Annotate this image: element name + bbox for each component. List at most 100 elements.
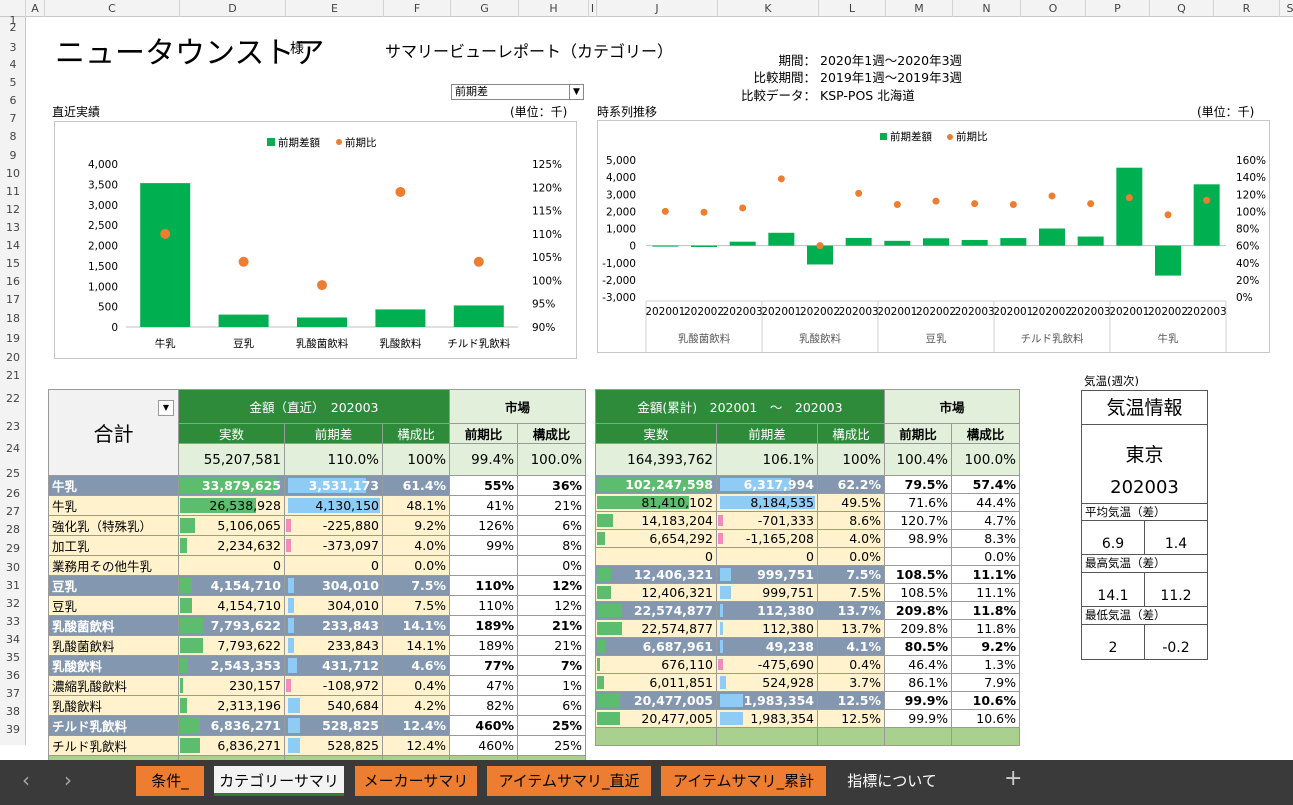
column-header-J[interactable]: J	[597, 0, 718, 17]
share-cell: 7.5%	[381, 575, 451, 596]
filter-dropdown-icon[interactable]: ▼	[158, 400, 174, 416]
actual-cell: 6,687,961	[595, 637, 717, 656]
comparison-dropdown[interactable]: 前期差 ▼	[451, 84, 584, 100]
row-header-10[interactable]: 10	[6, 167, 20, 180]
row-header-2[interactable]: 2	[9, 21, 17, 34]
row-header-13[interactable]: 13	[6, 221, 20, 234]
category-row: 22,574,877 112,380 13.7% 209.8% 11.8%	[595, 601, 1021, 620]
cell-value: 4.7%	[984, 513, 1017, 528]
tab-item-summary-recent[interactable]: アイテムサマリ_直近	[487, 766, 651, 796]
row-header-4[interactable]: 4	[9, 58, 17, 71]
time-series-chart[interactable]: 5,000 4,000 3,000 2,000 1,000 0 -1,000 -2,000 -3…	[597, 120, 1270, 353]
row-header-6[interactable]: 6	[9, 94, 17, 107]
row-header-39[interactable]: 39	[6, 723, 20, 736]
y-right-tick: 115%	[532, 206, 562, 218]
row-header-16[interactable]: 16	[6, 275, 20, 288]
row-header-31[interactable]: 31	[6, 579, 20, 592]
data-bar	[597, 586, 611, 599]
row-header-15[interactable]: 15	[6, 257, 20, 270]
data-bar	[180, 678, 183, 693]
row-header-28[interactable]: 28	[6, 523, 20, 536]
tab-next-icon[interactable]: ›	[64, 768, 72, 792]
row-header-38[interactable]: 38	[6, 705, 20, 718]
row-header-3[interactable]: 3	[9, 41, 17, 54]
column-header-M[interactable]: M	[886, 0, 953, 17]
row-header-1[interactable]: 1	[9, 14, 17, 27]
y-right-tick: 90%	[532, 322, 555, 334]
row-header-36[interactable]: 36	[6, 669, 20, 682]
column-header-L[interactable]: L	[819, 0, 886, 17]
row-header-30[interactable]: 30	[6, 561, 20, 574]
column-header-R[interactable]: R	[1214, 0, 1280, 17]
row-header-35[interactable]: 35	[6, 651, 20, 664]
column-header-S[interactable]: S	[1280, 0, 1293, 17]
column-header-I[interactable]: I	[589, 0, 597, 17]
cell-value: 540,684	[327, 698, 379, 713]
column-header-E[interactable]: E	[286, 0, 384, 17]
data-bar	[597, 604, 622, 617]
tab-prev-icon[interactable]: ‹	[22, 768, 30, 792]
column-header-K[interactable]: K	[718, 0, 819, 17]
cell-value: 12,406,321	[641, 585, 713, 600]
row-header-37[interactable]: 37	[6, 687, 20, 700]
cell-value: 77%	[484, 658, 515, 673]
tab-indicator-info[interactable]: 指標について	[847, 772, 937, 790]
share-cell: 9.2%	[381, 515, 451, 536]
row-header-21[interactable]: 21	[6, 369, 20, 382]
column-header-A[interactable]: A	[26, 0, 45, 17]
cell-value: 71.6%	[908, 495, 948, 510]
tab-category-summary[interactable]: カテゴリーサマリ	[214, 766, 344, 796]
row-header-26[interactable]: 26	[6, 487, 20, 500]
column-header-H[interactable]: H	[519, 0, 589, 17]
column-header-Q[interactable]: Q	[1150, 0, 1214, 17]
x-tick-label: 202003	[955, 306, 995, 318]
row-header-25[interactable]: 25	[6, 467, 20, 480]
row-header-29[interactable]: 29	[6, 542, 20, 555]
tab-item-summary-cumulative[interactable]: アイテムサマリ_累計	[661, 766, 826, 796]
category-row: チルド乳飲料 6,836,271 528,825 12.4% 460% 25%	[48, 715, 587, 736]
row-header-33[interactable]: 33	[6, 615, 20, 628]
row-header-7[interactable]: 7	[9, 112, 17, 125]
row-header-5[interactable]: 5	[9, 76, 17, 89]
recent-results-chart[interactable]: 4,000 3,500 3,000 2,500 2,000 1,500 1,000 500 0 1…	[54, 121, 577, 359]
column-header-F[interactable]: F	[384, 0, 451, 17]
row-header-20[interactable]: 20	[6, 351, 20, 364]
column-header-P[interactable]: P	[1086, 0, 1150, 17]
column-header-G[interactable]: G	[451, 0, 519, 17]
column-header-D[interactable]: D	[180, 0, 286, 17]
bar-13	[1155, 245, 1181, 276]
row-header-18[interactable]: 18	[6, 312, 20, 325]
bar-1	[218, 314, 269, 327]
row-header-27[interactable]: 27	[6, 505, 20, 518]
row-header-23[interactable]: 23	[6, 420, 20, 433]
tab-maker-summary[interactable]: メーカーサマリ	[355, 766, 477, 796]
add-sheet-icon[interactable]: +	[1004, 766, 1023, 791]
col-market-ratio-right: 前期比	[884, 423, 952, 444]
avg-temp-diff: 1.4	[1164, 536, 1188, 552]
row-header-17[interactable]: 17	[6, 293, 20, 306]
cell-value: 999,751	[757, 567, 814, 582]
cell-value: 61.4%	[402, 478, 447, 493]
negative-diff-bar	[286, 519, 291, 532]
row-header-32[interactable]: 32	[6, 597, 20, 610]
diff-bar	[288, 698, 300, 713]
column-header-N[interactable]: N	[953, 0, 1021, 17]
tab-conditions[interactable]: 条件_	[136, 766, 204, 796]
row-header-9[interactable]: 9	[9, 149, 17, 162]
y-right-tick: 110%	[532, 229, 562, 241]
row-header-12[interactable]: 12	[6, 203, 20, 216]
market-share-cell: 6%	[517, 695, 587, 716]
row-header-34[interactable]: 34	[6, 633, 20, 646]
actual-cell: 2,313,196	[178, 695, 285, 716]
row-header-8[interactable]: 8	[9, 130, 17, 143]
column-header-O[interactable]: O	[1021, 0, 1086, 17]
row-header-22[interactable]: 22	[6, 392, 20, 405]
diff-cell: 1,983,354	[716, 709, 818, 728]
row-header-19[interactable]: 19	[6, 332, 20, 345]
column-header-C[interactable]: C	[45, 0, 180, 17]
cell-value: 676,110	[661, 657, 713, 672]
row-header-24[interactable]: 24	[6, 442, 20, 455]
chevron-down-icon[interactable]: ▼	[569, 85, 583, 99]
row-header-11[interactable]: 11	[6, 185, 20, 198]
row-header-14[interactable]: 14	[6, 239, 20, 252]
